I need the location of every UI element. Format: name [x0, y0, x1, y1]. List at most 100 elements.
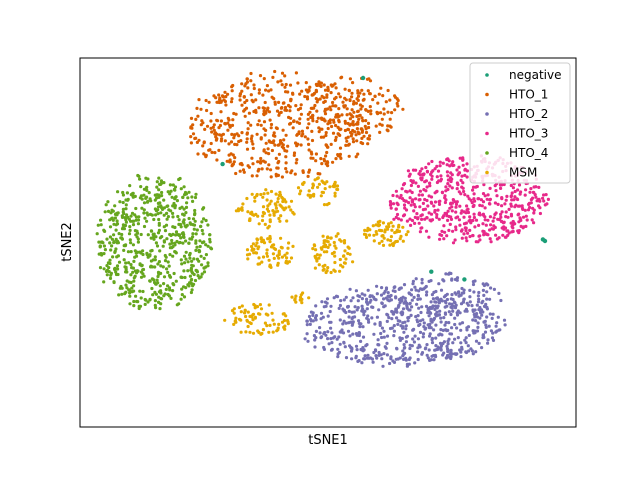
msm-point: [368, 228, 372, 232]
hto-1-point: [325, 95, 329, 99]
msm-point: [363, 228, 367, 232]
msm-point: [306, 193, 310, 197]
hto-1-point: [334, 86, 338, 90]
hto-1-point: [245, 77, 249, 81]
hto-4-point: [209, 247, 214, 251]
hto-4-point: [130, 286, 134, 290]
hto-3-point: [445, 170, 449, 174]
hto-2-point: [305, 323, 309, 327]
hto-2-point: [360, 361, 364, 365]
hto-1-point: [295, 158, 299, 162]
hto-4-point: [108, 261, 112, 266]
hto-4-point: [142, 201, 147, 205]
hto-4-point: [148, 197, 152, 201]
hto-2-point: [434, 355, 438, 359]
hto-3-point: [474, 185, 478, 189]
hto-3-point: [457, 171, 461, 175]
hto-1-point: [217, 148, 221, 152]
hto-3-point: [461, 186, 465, 190]
hto-2-point: [441, 278, 445, 282]
hto-4-point: [163, 229, 168, 233]
hto-2-point: [468, 295, 472, 299]
msm-point: [285, 219, 289, 223]
hto-3-point: [394, 189, 398, 193]
hto-1-point: [191, 123, 195, 127]
hto-3-point: [465, 175, 469, 179]
hto-1-point: [357, 117, 361, 121]
hto-1-point: [223, 99, 227, 104]
hto-1-point: [319, 157, 323, 161]
hto-3-point: [409, 183, 413, 188]
hto-2-point: [474, 319, 478, 323]
hto-4-point: [185, 201, 189, 205]
hto-3-point: [459, 178, 463, 182]
hto-2-point: [420, 281, 424, 285]
hto-2-point: [439, 288, 444, 292]
msm-point: [334, 246, 338, 250]
hto-1-point: [289, 171, 293, 175]
hto-1-point: [240, 89, 244, 93]
hto-3-point: [494, 211, 498, 215]
hto-1-point: [292, 119, 296, 124]
hto-4-point: [124, 283, 128, 287]
hto-3-point: [474, 218, 479, 222]
hto-1-point: [230, 123, 235, 127]
hto-4-point: [206, 244, 210, 248]
msm-point: [251, 331, 256, 335]
hto-2-point: [318, 326, 322, 330]
hto-4-point: [170, 195, 174, 199]
hto-3-point: [532, 211, 536, 215]
hto-2-point: [342, 319, 346, 323]
msm-point: [268, 236, 272, 241]
hto-2-point: [326, 337, 330, 341]
hto-1-point: [343, 87, 347, 91]
hto-4-point: [125, 279, 129, 283]
hto-2-point: [391, 359, 395, 363]
hto-4-point: [144, 176, 148, 180]
hto-3-point: [471, 188, 475, 192]
hto-1-point: [337, 107, 341, 111]
hto-4-point: [150, 213, 154, 217]
msm-point: [298, 192, 302, 196]
hto-4-point: [110, 208, 114, 212]
msm-point: [256, 214, 260, 218]
hto-4-point: [139, 275, 144, 279]
hto-1-point: [283, 85, 287, 89]
hto-4-point: [190, 259, 194, 263]
hto-1-point: [362, 92, 366, 96]
msm-point: [317, 182, 321, 186]
hto-2-point: [476, 294, 480, 298]
hto-2-point: [412, 327, 416, 331]
hto-2-point: [485, 315, 489, 319]
hto-2-point: [322, 347, 326, 351]
hto-4-point: [114, 272, 119, 277]
hto-1-point: [224, 103, 228, 107]
hto-2-point: [385, 319, 389, 323]
msm-point: [338, 269, 342, 273]
hto-1-point: [229, 140, 234, 144]
msm-point: [383, 228, 387, 232]
hto-1-point: [332, 120, 336, 124]
hto-2-point: [467, 349, 471, 353]
hto-2-point: [475, 315, 480, 319]
hto-2-point: [455, 277, 459, 281]
hto-2-point: [486, 338, 490, 342]
hto-4-point: [158, 236, 162, 240]
msm-point: [260, 218, 265, 223]
msm-point: [291, 244, 295, 248]
hto-3-point: [510, 198, 514, 202]
msm-point: [273, 202, 277, 206]
hto-1-point: [339, 76, 343, 80]
hto-3-point: [489, 223, 493, 227]
hto-4-point: [200, 220, 204, 224]
msm-point: [259, 307, 264, 311]
hto-4-point: [202, 270, 207, 274]
hto-3-point: [447, 228, 451, 232]
hto-2-point: [424, 293, 429, 297]
hto-4-point: [126, 198, 130, 202]
hto-4-point: [188, 256, 192, 260]
hto-2-point: [380, 357, 384, 361]
msm-point: [320, 190, 324, 194]
hto-1-point: [381, 94, 385, 98]
hto-3-point: [412, 209, 416, 213]
